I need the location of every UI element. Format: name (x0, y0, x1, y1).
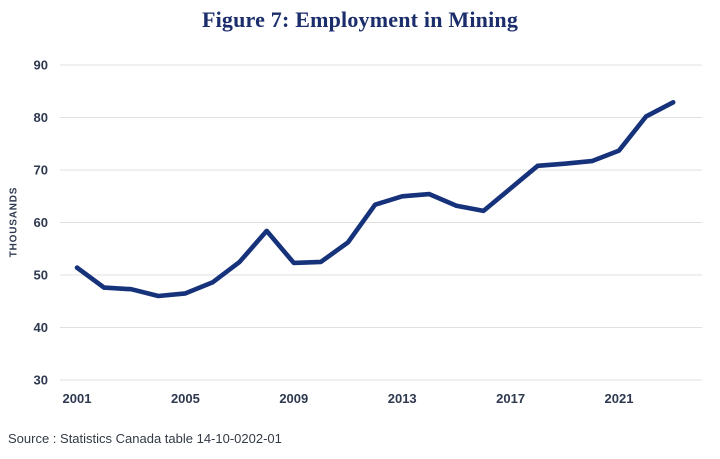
x-tick-label: 2005 (171, 391, 200, 406)
y-tick-label: 90 (34, 58, 48, 73)
y-tick-label: 80 (34, 110, 48, 125)
y-tick-label: 30 (34, 373, 48, 388)
x-tick-label: 2017 (496, 391, 525, 406)
x-tick-label: 2009 (279, 391, 308, 406)
x-tick-label: 2021 (605, 391, 634, 406)
y-tick-label: 60 (34, 215, 48, 230)
source-note: Source : Statistics Canada table 14-10-0… (8, 431, 282, 446)
y-tick-label: 40 (34, 320, 48, 335)
x-tick-label: 2001 (63, 391, 92, 406)
y-tick-label: 70 (34, 163, 48, 178)
chart-title: Figure 7: Employment in Mining (201, 7, 519, 32)
x-tick-label: 2013 (388, 391, 417, 406)
y-tick-label: 50 (34, 268, 48, 283)
employment-line (74, 100, 676, 299)
